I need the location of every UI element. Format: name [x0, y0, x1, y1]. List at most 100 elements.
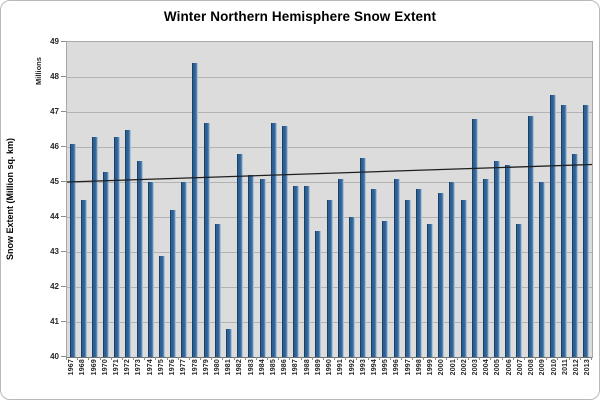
- x-tick: [490, 357, 492, 360]
- x-tick-label-2004: 2004: [483, 359, 491, 376]
- x-tick: [133, 357, 135, 360]
- y-tick-label-43: 43: [50, 246, 59, 256]
- x-tick-label-1992: 1992: [348, 359, 356, 376]
- x-tick-label-2013: 2013: [584, 359, 592, 376]
- bar-cell-1984: [257, 42, 268, 357]
- bar-cell-1998: [413, 42, 424, 357]
- bar-cell-2012: [570, 42, 581, 357]
- x-tick: [345, 357, 347, 360]
- bar-cell-1978: [190, 42, 201, 357]
- x-tick: [412, 357, 414, 360]
- x-label-cell-1996: 1996: [391, 359, 402, 397]
- x-label-cell-2006: 2006: [504, 359, 515, 397]
- x-label-cell-1971: 1971: [111, 359, 122, 397]
- bar-1984: [259, 178, 266, 357]
- bar-1978: [192, 63, 199, 357]
- bar-cell-1997: [402, 42, 413, 357]
- x-tick: [233, 357, 235, 360]
- x-label-cell-1968: 1968: [77, 359, 88, 397]
- y-tick-47: [61, 111, 66, 112]
- bar-1968: [80, 199, 87, 357]
- x-label-cell-1972: 1972: [122, 359, 133, 397]
- x-tick: [322, 357, 324, 360]
- bar-1970: [103, 171, 110, 357]
- bar-cell-2004: [480, 42, 491, 357]
- x-tick: [121, 357, 123, 360]
- y-tick-label-46: 46: [50, 141, 59, 151]
- bar-cell-2013: [581, 42, 592, 357]
- x-tick: [155, 357, 157, 360]
- x-tick: [289, 357, 291, 360]
- x-tick: [200, 357, 202, 360]
- x-tick-label-2001: 2001: [449, 359, 457, 376]
- x-label-cell-2000: 2000: [436, 359, 447, 397]
- x-tick-label-1973: 1973: [135, 359, 143, 376]
- x-label-cell-2008: 2008: [526, 359, 537, 397]
- x-tick-label-1979: 1979: [202, 359, 210, 376]
- y-tick-43: [61, 251, 66, 252]
- x-tick-label-2000: 2000: [438, 359, 446, 376]
- y-tick-40: [61, 356, 66, 357]
- x-tick-label-1976: 1976: [169, 359, 177, 376]
- x-label-cell-2002: 2002: [459, 359, 470, 397]
- x-label-cell-1982: 1982: [234, 359, 245, 397]
- x-tick-label-2011: 2011: [561, 359, 569, 375]
- x-tick-label-2007: 2007: [516, 359, 524, 376]
- x-tick: [535, 357, 537, 360]
- x-tick-label-2012: 2012: [572, 359, 580, 376]
- bar-1986: [281, 126, 288, 357]
- x-tick: [66, 357, 67, 360]
- bar-cell-1989: [313, 42, 324, 357]
- bar-1993: [360, 157, 367, 357]
- x-label-cell-1976: 1976: [167, 359, 178, 397]
- x-label-cell-1974: 1974: [145, 359, 156, 397]
- bar-1972: [125, 129, 132, 357]
- x-label-cell-2013: 2013: [582, 359, 593, 397]
- x-tick: [512, 357, 514, 360]
- x-tick-label-1994: 1994: [371, 359, 379, 376]
- x-tick: [401, 357, 403, 360]
- x-tick-label-1975: 1975: [157, 359, 165, 376]
- x-tick: [278, 357, 280, 360]
- gridline-45: [67, 181, 592, 183]
- bar-cell-1980: [212, 42, 223, 357]
- x-tick: [434, 357, 436, 360]
- bar-2003: [471, 119, 478, 357]
- bar-1996: [393, 178, 400, 357]
- bar-2013: [583, 105, 590, 357]
- x-axis-labels: 1967 1968 1969 1970 1971 1972 1973 1974 1975 1976…: [66, 359, 593, 397]
- bar-cell-1994: [369, 42, 380, 357]
- bar-2007: [516, 224, 523, 357]
- y-tick-46: [61, 146, 66, 147]
- x-label-cell-2012: 2012: [571, 359, 582, 397]
- y-tick-49: [61, 41, 66, 42]
- bar-1988: [304, 185, 311, 357]
- x-label-cell-2011: 2011: [560, 359, 571, 397]
- x-tick-label-1996: 1996: [393, 359, 401, 376]
- x-tick: [244, 357, 246, 360]
- x-label-cell-1984: 1984: [257, 359, 268, 397]
- x-tick: [557, 357, 559, 360]
- x-tick-label-1998: 1998: [415, 359, 423, 376]
- x-tick: [501, 357, 503, 360]
- bar-1973: [136, 161, 143, 357]
- x-tick-label-1967: 1967: [68, 359, 76, 376]
- x-label-cell-2005: 2005: [492, 359, 503, 397]
- bar-cell-2000: [436, 42, 447, 357]
- gridline-47: [67, 111, 592, 113]
- bar-2002: [460, 199, 467, 357]
- x-tick: [300, 357, 302, 360]
- x-label-cell-2001: 2001: [447, 359, 458, 397]
- bar-1994: [371, 189, 378, 357]
- bar-2000: [438, 192, 445, 357]
- x-label-cell-1967: 1967: [66, 359, 77, 397]
- bar-2009: [538, 182, 545, 357]
- bar-cell-2006: [503, 42, 514, 357]
- bar-cell-1976: [168, 42, 179, 357]
- bar-1974: [147, 182, 154, 357]
- y-tick-label-40: 40: [50, 351, 59, 361]
- bar-cell-1986: [279, 42, 290, 357]
- x-label-cell-1987: 1987: [290, 359, 301, 397]
- x-tick: [88, 357, 90, 360]
- x-tick: [456, 357, 458, 360]
